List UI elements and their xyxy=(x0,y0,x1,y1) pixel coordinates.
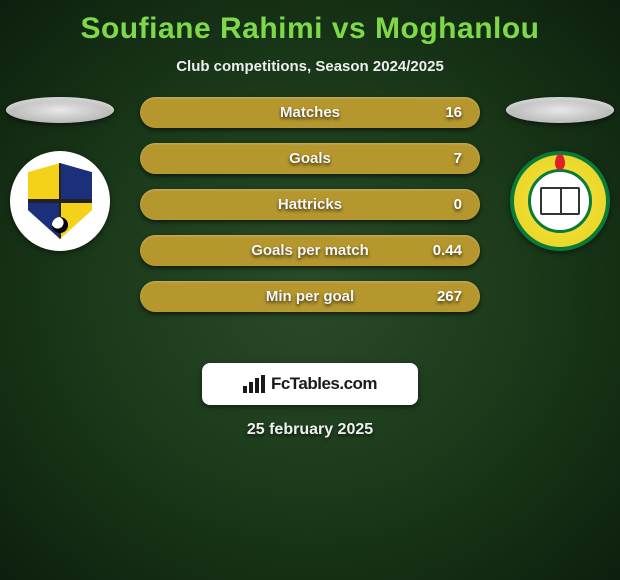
stat-label: Hattricks xyxy=(206,196,414,213)
stat-right-value: 16 xyxy=(414,104,462,121)
footer-brand-text: FcTables.com xyxy=(271,374,377,394)
stat-row: Min per goal267 xyxy=(140,281,480,312)
stat-row: Goals per match0.44 xyxy=(140,235,480,266)
footer-brand-logo[interactable]: FcTables.com xyxy=(202,363,418,405)
stat-row: Hattricks0 xyxy=(140,189,480,220)
stat-right-value: 7 xyxy=(414,150,462,167)
stat-label: Goals xyxy=(206,150,414,167)
left-club-crest xyxy=(10,151,110,251)
flame-icon xyxy=(555,154,565,170)
stat-label: Matches xyxy=(206,104,414,121)
stat-row: Matches16 xyxy=(140,97,480,128)
bars-icon xyxy=(243,375,265,393)
shield-icon xyxy=(28,163,92,239)
book-icon xyxy=(540,187,580,215)
subtitle: Club competitions, Season 2024/2025 xyxy=(0,58,620,75)
stat-right-value: 267 xyxy=(414,288,462,305)
right-club-crest xyxy=(510,151,610,251)
right-player-column xyxy=(500,97,620,251)
ball-icon xyxy=(52,217,68,233)
stat-label: Min per goal xyxy=(206,288,414,305)
comparison-area: Matches16 Goals7 Hattricks0 Goals per match… xyxy=(0,97,620,327)
stat-bars: Matches16 Goals7 Hattricks0 Goals per match… xyxy=(140,97,480,312)
stat-right-value: 0.44 xyxy=(414,242,462,259)
left-player-photo xyxy=(6,97,114,123)
stat-row: Goals7 xyxy=(140,143,480,174)
stat-label: Goals per match xyxy=(206,242,414,259)
left-player-column xyxy=(0,97,120,251)
generated-date: 25 february 2025 xyxy=(0,421,620,439)
stat-right-value: 0 xyxy=(414,196,462,213)
right-player-photo xyxy=(506,97,614,123)
page-title: Soufiane Rahimi vs Moghanlou xyxy=(0,0,620,46)
